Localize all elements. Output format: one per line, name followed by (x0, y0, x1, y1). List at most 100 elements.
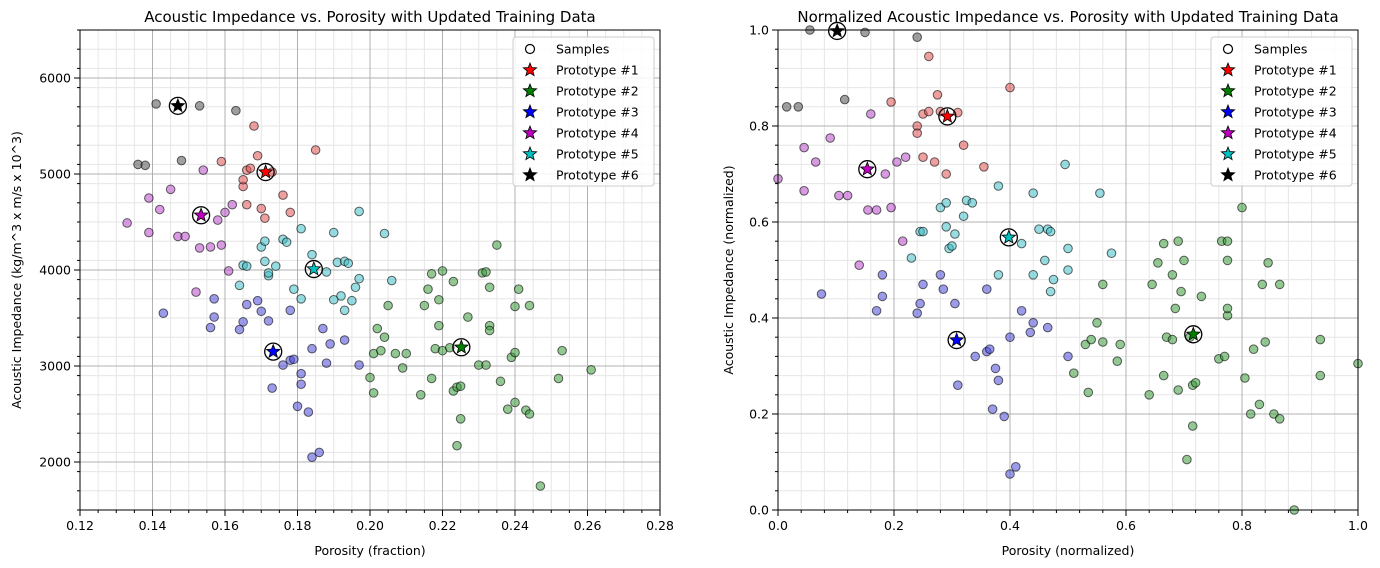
sample-point (988, 405, 997, 414)
sample-point (554, 374, 563, 383)
x-tick-label: 0.0 (768, 518, 788, 533)
sample-point (145, 194, 154, 203)
sample-point (141, 161, 150, 170)
sample-point (907, 254, 916, 263)
sample-point (482, 361, 491, 370)
sample-point (311, 146, 320, 155)
sample-point (279, 191, 288, 200)
sample-point (485, 326, 494, 335)
legend: Samples Prototype #1 Prototype #2 Prototype… (1211, 37, 1352, 186)
x-tick-label: 0.14 (139, 518, 167, 533)
sample-point (1029, 189, 1038, 198)
sample-point (985, 345, 994, 354)
sample-point (155, 205, 164, 214)
x-tick-label: 0.8 (1232, 518, 1252, 533)
sample-point (994, 182, 1003, 191)
sample-point (1046, 227, 1055, 236)
sample-point (1238, 203, 1247, 212)
sample-point (1223, 256, 1232, 265)
sample-point (261, 214, 270, 223)
sample-point (464, 313, 473, 322)
sample-point (485, 283, 494, 292)
sample-point (951, 299, 960, 308)
sample-point (1197, 292, 1206, 301)
sample-point (1084, 388, 1093, 397)
sample-point (1049, 275, 1058, 284)
sample-point (1220, 352, 1229, 361)
sample-point (166, 185, 175, 194)
sample-point (319, 324, 328, 333)
legend-label: Prototype #4 (556, 126, 639, 141)
sample-point (456, 382, 465, 391)
sample-point (893, 158, 902, 167)
sample-point (1006, 83, 1015, 92)
sample-point (954, 381, 963, 390)
sample-point (304, 408, 313, 417)
sample-point (558, 346, 567, 355)
sample-point (322, 268, 331, 277)
sample-point (380, 333, 389, 342)
sample-point (264, 317, 273, 326)
sample-point (257, 307, 266, 316)
prototype-star (194, 208, 207, 221)
legend-label: Prototype #2 (556, 84, 639, 99)
sample-point (286, 208, 295, 217)
sample-point (1255, 400, 1264, 409)
sample-point (872, 206, 881, 215)
sample-point (983, 285, 992, 294)
sample-point (536, 482, 545, 491)
sample-point (271, 262, 280, 271)
sample-point (925, 107, 934, 116)
sample-point (290, 355, 299, 364)
sample-point (253, 296, 262, 305)
sample-point (297, 369, 306, 378)
y-tick-label: 1.0 (749, 23, 769, 38)
x-tick-label: 0.26 (574, 518, 602, 533)
sample-point (930, 158, 939, 167)
sample-point (340, 306, 349, 315)
sample-point (1174, 386, 1183, 395)
x-tick-label: 0.16 (211, 518, 239, 533)
sample-point (913, 33, 922, 42)
sample-point (232, 106, 241, 115)
sample-point (1064, 266, 1073, 275)
x-tick-label: 0.24 (501, 518, 529, 533)
sample-point (391, 349, 400, 358)
sample-point (1177, 287, 1186, 296)
sample-point (402, 349, 411, 358)
sample-point (1113, 357, 1122, 366)
sample-point (1180, 256, 1189, 265)
sample-point (427, 270, 436, 279)
sample-point (398, 364, 407, 373)
sample-point (800, 143, 809, 152)
sample-point (235, 281, 244, 290)
sample-point (377, 346, 386, 355)
left-chart-panel: 0.12 0.14 0.16 0.18 0.20 0.22 0.24 0.26 0.282000… (9, 8, 674, 558)
sample-point (297, 295, 306, 304)
sample-point (968, 199, 977, 208)
sample-point (424, 285, 433, 294)
sample-point (1171, 304, 1180, 313)
sample-point (264, 269, 273, 278)
sample-point (217, 241, 226, 250)
sample-point (1070, 369, 1079, 378)
sample-point (493, 241, 502, 250)
sample-point (206, 243, 215, 252)
sample-point (348, 296, 357, 305)
sample-point (913, 129, 922, 138)
y-tick-label: 0.0 (749, 503, 769, 518)
sample-point (293, 402, 302, 411)
sample-point (449, 277, 458, 286)
sample-point (1029, 319, 1038, 328)
sample-point (1261, 338, 1270, 347)
sample-point (1275, 280, 1284, 289)
sample-point (246, 164, 255, 173)
sample-point (250, 122, 259, 131)
sample-point (878, 271, 887, 280)
sample-point (282, 238, 291, 247)
sample-point (872, 307, 881, 316)
sample-point (1087, 335, 1096, 344)
x-tick-label: 0.6 (1116, 518, 1136, 533)
y-tick-label: 3000 (39, 359, 71, 374)
legend-label: Prototype #3 (1254, 105, 1337, 120)
